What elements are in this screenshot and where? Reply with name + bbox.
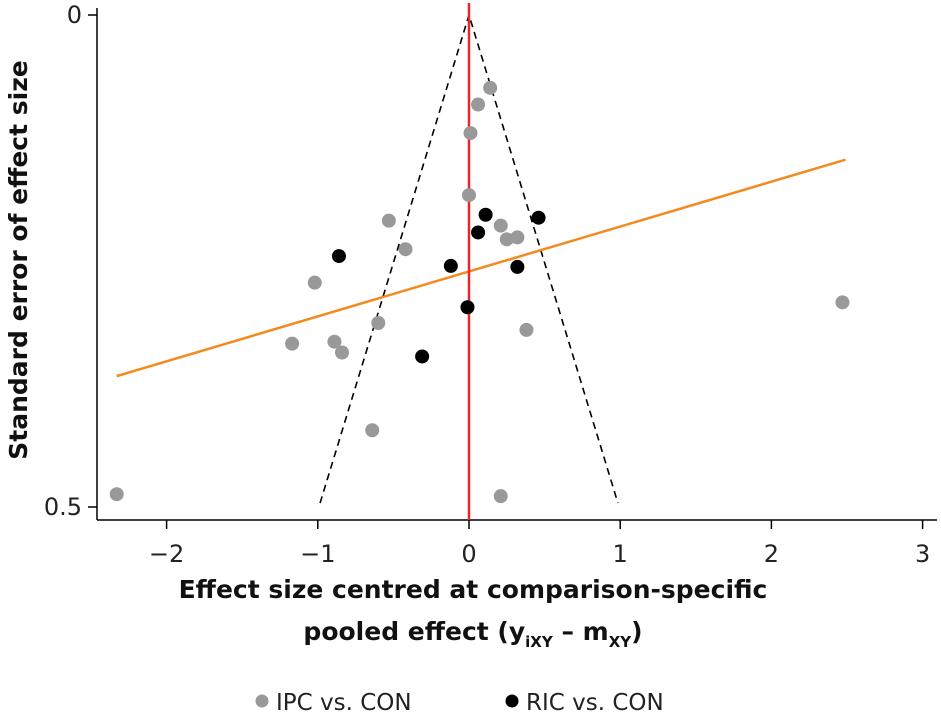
ipc-point <box>493 218 508 233</box>
ric-point <box>510 259 525 274</box>
ipc-point <box>462 188 476 203</box>
legend-label: IPC vs. CON <box>276 690 412 716</box>
regression-line-group <box>116 158 846 378</box>
ipc-point <box>510 230 525 245</box>
ipc-point <box>365 423 380 438</box>
x-tick-label: 0 <box>461 540 476 568</box>
ipc-point <box>835 295 850 310</box>
ipc-point <box>499 232 514 247</box>
x-axis-label-line1: Effect size centred at comparison-specif… <box>179 575 768 604</box>
y-tick-label: 0 <box>67 1 82 29</box>
y-tick-label: 0.5 <box>44 493 82 521</box>
x-axis-label-text: ) <box>631 617 642 646</box>
ipc-point <box>381 213 396 228</box>
ipc-point <box>307 275 322 290</box>
ric-point <box>415 349 430 364</box>
ipc-point <box>463 126 478 141</box>
ipc-point <box>483 80 498 95</box>
ipc-point <box>327 334 342 349</box>
x-axis-label-line2: pooled effect (yiXY – mXY) <box>303 617 642 651</box>
ric-point <box>531 210 546 225</box>
ric-point <box>331 249 346 264</box>
ric-point <box>471 225 486 240</box>
y-axis-label: Standard error of effect size <box>4 60 33 460</box>
ric-point <box>443 258 458 273</box>
x-axis-label-text: – m <box>553 617 609 646</box>
legend-marker <box>505 694 519 708</box>
ipc-point <box>398 242 413 257</box>
legend-marker <box>255 694 269 708</box>
ipc-point <box>334 345 349 360</box>
points <box>109 80 850 504</box>
x-axis-label-text: pooled effect (y <box>303 617 525 646</box>
ric-point <box>478 207 493 222</box>
x-tick-label: 3 <box>915 540 930 568</box>
ipc-point <box>371 315 386 330</box>
ipc-point <box>109 487 124 502</box>
x-axis-label-subscript: iXY <box>525 633 554 651</box>
ipc-point <box>519 322 534 337</box>
axes: −2 −1 0 1 2 3 0 0.5 <box>44 1 937 568</box>
ipc-point <box>471 97 486 112</box>
ric-point <box>460 300 475 315</box>
regression-line <box>116 158 846 378</box>
ipc-point <box>493 489 508 504</box>
legend-label: RIC vs. CON <box>526 690 664 716</box>
legend: IPC vs. CON RIC vs. CON <box>255 690 664 716</box>
x-tick-label: 2 <box>764 540 779 568</box>
x-tick-label: −2 <box>149 540 184 568</box>
x-axis-label-subscript: XY <box>609 633 633 651</box>
x-tick-label: −1 <box>300 540 335 568</box>
ipc-point <box>285 336 300 351</box>
x-tick-label: 1 <box>613 540 628 568</box>
